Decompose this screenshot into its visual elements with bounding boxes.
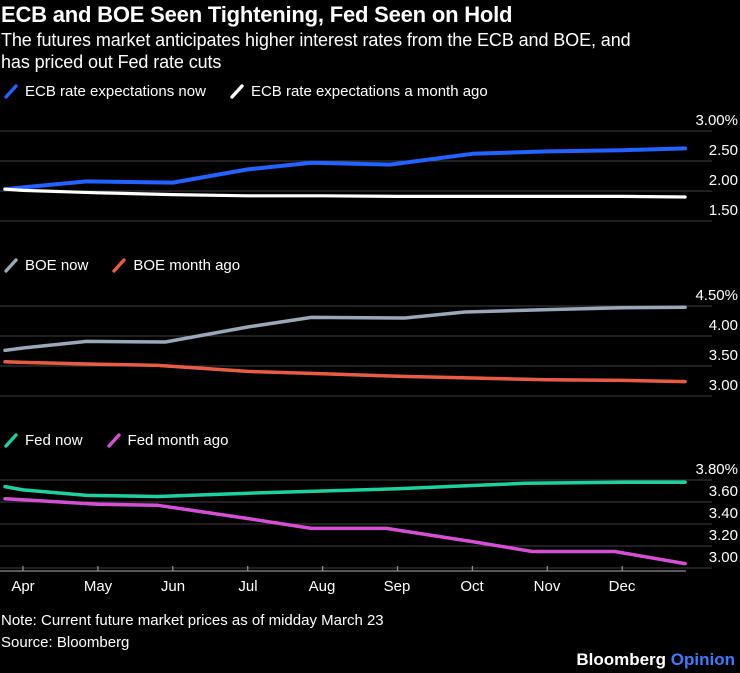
x-axis-label: Nov (533, 578, 561, 595)
ecb-chart: 3.00% 2.50 2.00 1.50 (0, 112, 738, 222)
brand-opinion: Opinion (670, 650, 735, 669)
brand-bloomberg: Bloomberg (576, 650, 667, 669)
legend-item: ECB rate expectations now (4, 83, 206, 100)
svg-text:3.80%: 3.80% (695, 461, 738, 478)
page-title: ECB and BOE Seen Tightening, Fed Seen on… (1, 2, 513, 27)
boe-chart: 4.50% 4.00 3.50 3.00 (0, 287, 738, 397)
svg-text:3.60: 3.60 (709, 483, 738, 500)
fed-chart: 3.80% 3.60 3.40 3.20 3.00 (0, 461, 738, 572)
svg-text:1.50: 1.50 (709, 202, 738, 219)
x-axis-label: Sep (383, 578, 411, 595)
legend-label: Fed now (25, 432, 83, 449)
ecb-legend: ECB rate expectations now ECB rate expec… (4, 83, 488, 100)
line-swatch-icon (4, 432, 18, 449)
legend-label: BOE now (25, 257, 89, 274)
legend-label: BOE month ago (133, 257, 241, 274)
svg-text:3.00%: 3.00% (695, 112, 738, 129)
svg-text:3.00: 3.00 (709, 549, 738, 566)
svg-text:3.40: 3.40 (709, 505, 738, 522)
svg-text:2.50: 2.50 (709, 142, 738, 159)
boe-legend: BOE now BOE month ago (4, 257, 240, 274)
legend-item: BOE now (4, 257, 88, 274)
x-axis-label: Aug (308, 578, 336, 595)
line-swatch-icon (106, 432, 121, 449)
x-axis-label: Jul (238, 578, 258, 595)
svg-text:4.50%: 4.50% (695, 287, 738, 304)
legend-label: Fed month ago (127, 432, 229, 449)
legend-item: Fed now (4, 432, 83, 449)
source-text: Source: Bloomberg (1, 634, 130, 651)
brand-footer: Bloomberg Opinion (576, 650, 735, 670)
line-swatch-icon (230, 83, 244, 100)
x-axis-label: Jun (160, 578, 186, 595)
x-axis-label: Apr (11, 578, 35, 595)
svg-text:4.00: 4.00 (709, 317, 738, 334)
page-subtitle-line-2: has priced out Fed rate cuts (1, 52, 222, 72)
svg-text:2.00: 2.00 (709, 172, 738, 189)
legend-label: ECB rate expectations a month ago (250, 83, 488, 100)
x-axis-labels: Apr May Jun Jul Aug Sep Oct Nov Dec (0, 578, 740, 598)
legend-item: BOE month ago (112, 257, 240, 274)
x-axis-label: Dec (608, 578, 636, 595)
legend-label: ECB rate expectations now (25, 83, 206, 100)
svg-text:3.00: 3.00 (709, 377, 738, 394)
legend-item: ECB rate expectations a month ago (230, 83, 488, 100)
fed-legend: Fed now Fed month ago (4, 432, 228, 449)
x-axis-label: Oct (460, 578, 484, 595)
x-axis-label: May (83, 578, 113, 595)
line-swatch-icon (4, 83, 18, 100)
legend-item: Fed month ago (106, 432, 229, 449)
line-swatch-icon (112, 257, 127, 274)
svg-text:3.50: 3.50 (709, 347, 738, 364)
note-text: Note: Current future market prices as of… (1, 612, 384, 629)
svg-text:3.20: 3.20 (709, 527, 738, 544)
page-subtitle-line-1: The futures market anticipates higher in… (1, 30, 631, 50)
line-swatch-icon (4, 257, 18, 274)
